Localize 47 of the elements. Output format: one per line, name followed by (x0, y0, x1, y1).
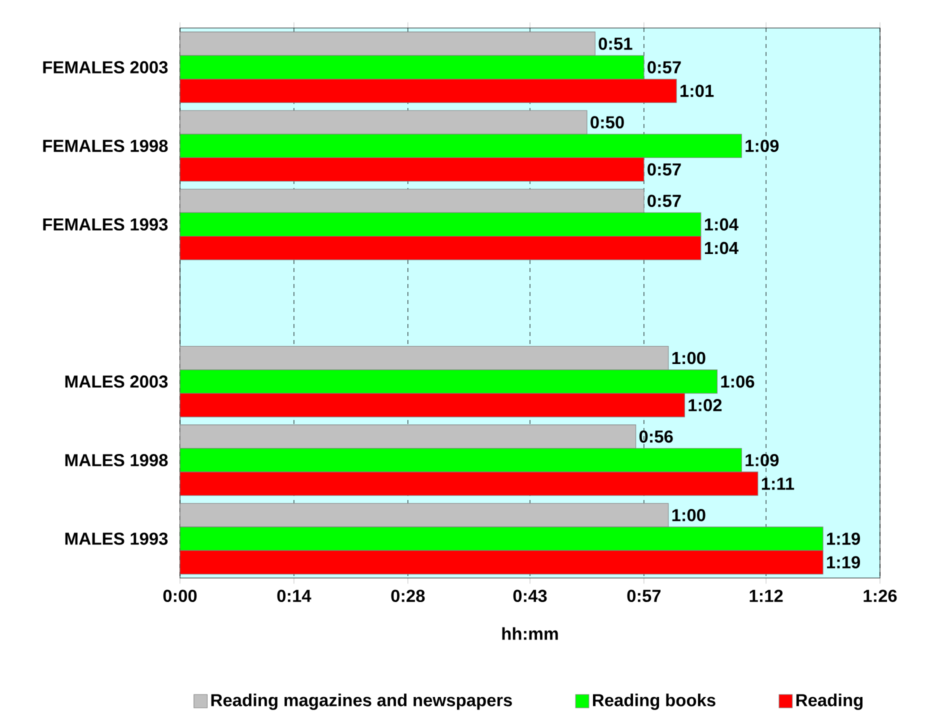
bar (180, 78, 677, 103)
data-label: 1:09 (746, 140, 779, 152)
y-tick-label: FEMALES 2003 (43, 61, 168, 74)
y-tick-label: MALES 1993 (65, 532, 168, 545)
y-tick-label: MALES 1998 (65, 454, 168, 466)
x-tick-label: 0:28 (391, 590, 425, 602)
data-label: 1:11 (762, 478, 794, 490)
data-label: 1:00 (672, 509, 706, 522)
bar (180, 55, 644, 80)
x-axis-title: hh:mm (502, 627, 558, 640)
legend-label: Reading books (593, 694, 716, 710)
data-label: 1:00 (672, 352, 706, 364)
bar (180, 448, 742, 472)
data-label: 0:56 (639, 430, 673, 443)
x-tick-label: 1:12 (750, 590, 783, 602)
y-tick-label: FEMALES 1993 (43, 218, 168, 231)
data-label: 1:09 (746, 454, 779, 466)
bar (180, 157, 644, 182)
x-tick-label: 0:43 (513, 590, 547, 602)
x-tick-label: 0:14 (277, 590, 312, 602)
bar (180, 236, 702, 260)
data-label: 1:19 (827, 556, 860, 568)
x-tick-label: 0:00 (163, 590, 197, 602)
y-tick-label: FEMALES 1998 (43, 140, 168, 152)
data-label: 1:19 (827, 532, 860, 545)
bar (180, 472, 758, 496)
bar (180, 134, 742, 158)
data-label: 0:57 (648, 61, 681, 74)
bar (180, 212, 702, 236)
data-label: 0:57 (648, 194, 681, 208)
x-tick-label: 1:26 (864, 590, 897, 602)
data-label: 1:02 (688, 399, 722, 412)
y-tick-label: MALES 2003 (65, 375, 168, 388)
data-label: 1:06 (721, 375, 754, 388)
data-label: 0:50 (590, 116, 624, 128)
data-label: 1:01 (680, 84, 714, 98)
x-tick-label: 0:57 (627, 590, 661, 602)
legend-label: Reading magazines and newspapers (211, 694, 512, 710)
bar (180, 526, 824, 551)
data-label: 1:04 (704, 242, 738, 254)
data-label: 0:57 (648, 163, 681, 176)
bar (180, 370, 718, 394)
legend-label: Reading (796, 694, 863, 710)
data-label: 1:04 (704, 218, 738, 231)
bar (180, 393, 685, 418)
data-label: 0:51 (598, 38, 632, 50)
bar (180, 550, 824, 574)
